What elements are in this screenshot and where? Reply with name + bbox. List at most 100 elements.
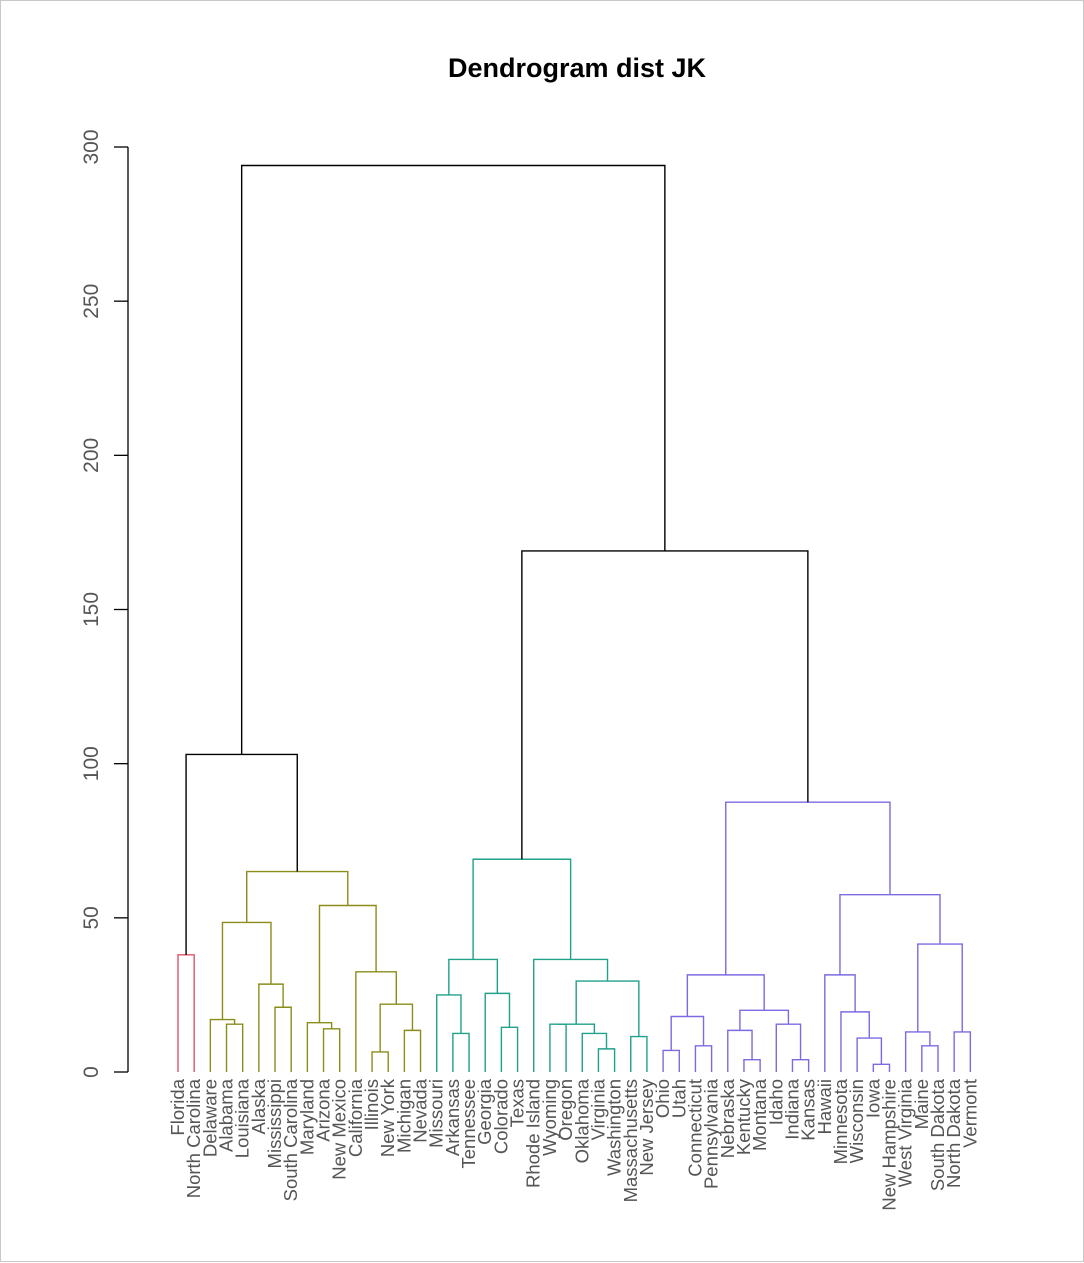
dendrogram-branch: [775, 1023, 802, 1072]
dendrogram-branch: [448, 958, 499, 995]
leaf-label: Wyoming: [539, 1079, 560, 1156]
y-axis: 0 50 100 150 200 250 300: [80, 129, 129, 1078]
y-tick-label: 300: [80, 129, 103, 164]
dendrogram-branch: [694, 1045, 713, 1072]
leaf-label: Nebraska: [717, 1078, 738, 1158]
leaf-label: North Dakota: [943, 1078, 964, 1188]
y-tick-label: 150: [80, 592, 103, 627]
leaf-label: Georgia: [474, 1078, 495, 1145]
dendrogram-branch: [258, 983, 284, 1072]
leaf-label: Pennsylvania: [701, 1078, 722, 1189]
dendrogram-branch: [630, 1035, 648, 1072]
leaf-label: South Carolina: [280, 1078, 301, 1201]
leaf-label: Connecticut: [684, 1079, 705, 1177]
dendrogram-branch: [739, 1009, 790, 1031]
leaf-label: New York: [377, 1078, 398, 1157]
leaf-label: New Mexico: [329, 1079, 350, 1180]
dendrogram-branch: [727, 1029, 753, 1072]
leaf-label: Maine: [911, 1079, 932, 1129]
leaf-label: Texas: [507, 1079, 528, 1127]
leaf-label: Illinois: [361, 1079, 382, 1130]
dendrogram-branch: [306, 1021, 333, 1072]
leaf-label: Montana: [749, 1078, 770, 1151]
leaf-label: Massachusetts: [620, 1079, 641, 1202]
dendrogram-branch: [581, 1032, 608, 1072]
dendrogram-branch: [904, 1031, 931, 1072]
leaf-label: Wisconsin: [846, 1079, 867, 1163]
leaf-label: Delaware: [199, 1079, 220, 1157]
dendrogram-branch: [246, 870, 349, 923]
dendrogram-branch: [575, 980, 640, 1037]
leaf-label: Missouri: [426, 1079, 447, 1148]
dendrogram-branch: [856, 1037, 883, 1072]
leaf-label: Maryland: [296, 1079, 317, 1155]
y-tick-label: 200: [80, 438, 103, 473]
dendrogram-branch: [791, 1058, 810, 1072]
dendrogram-branch: [379, 1003, 414, 1052]
leaf-label: Virginia: [587, 1078, 608, 1140]
leaf-label: Alaska: [248, 1078, 269, 1134]
dendrogram-branch: [921, 1045, 939, 1072]
dendrogram-branch: [225, 1023, 244, 1072]
dendrogram-branch: [500, 1026, 519, 1072]
dendrogram-branch: [840, 1011, 870, 1072]
y-tick-label: 100: [80, 746, 103, 781]
leaf-label: South Dakota: [927, 1078, 948, 1191]
leaf-label: Iowa: [862, 1078, 883, 1118]
y-tick-label: 0: [80, 1066, 103, 1078]
dendrogram-branch: [274, 1006, 292, 1072]
dendrogram-branch: [355, 971, 397, 1072]
dendrogram-branch: [557, 1023, 596, 1034]
leaf-label: Indiana: [781, 1078, 802, 1139]
dendrogram-branch: [484, 992, 511, 1072]
leaf-label: Colorado: [490, 1079, 511, 1154]
leaf-label: Ohio: [652, 1079, 673, 1118]
dendrogram-branch: [662, 1049, 680, 1072]
leaf-label: Utah: [668, 1079, 689, 1118]
dendrogram-branch: [209, 1018, 236, 1072]
dendrogram-branch: [597, 1048, 616, 1072]
leaf-label: Oklahoma: [571, 1078, 592, 1163]
leaf-label: Oregon: [555, 1079, 576, 1141]
leaf-label: Arkansas: [442, 1079, 463, 1156]
dendrogram-branch: [725, 801, 891, 975]
dendrogram-branch: [917, 943, 963, 1032]
leaf-label: Vermont: [959, 1079, 980, 1148]
leaf-label: California: [345, 1078, 366, 1157]
leaf-label: Washington: [604, 1079, 625, 1176]
dendrogram-branches: [177, 164, 972, 1072]
leaf-label: Hawaii: [814, 1079, 835, 1135]
dendrogram-branch: [824, 974, 856, 1072]
leaf-label: Mississippi: [264, 1079, 285, 1168]
dendrogram-branch: [472, 858, 572, 960]
leaf-label: Tennessee: [458, 1079, 479, 1168]
leaf-label: North Carolina: [183, 1078, 204, 1198]
dendrogram-branch: [318, 904, 377, 1023]
dendrogram-branch: [549, 1023, 567, 1072]
y-tick-label: 50: [80, 906, 103, 929]
dendrogram-branch: [452, 1032, 470, 1072]
leaf-label: Arizona: [313, 1078, 334, 1141]
dendrogram-branch: [322, 1028, 341, 1072]
leaf-label: Michigan: [393, 1079, 414, 1153]
dendrogram-branch: [521, 550, 809, 860]
leaf-label: New Hampshire: [878, 1079, 899, 1211]
leaf-label: Florida: [167, 1078, 188, 1135]
dendrogram-branch: [221, 921, 272, 1020]
dendrogram-branch: [953, 1031, 972, 1072]
leaf-label: Rhode Island: [523, 1079, 544, 1188]
dendrogram-branch: [371, 1051, 389, 1072]
leaf-label: Nevada: [410, 1078, 431, 1142]
dendrogram-branch: [436, 994, 462, 1072]
leaf-label: Idaho: [765, 1079, 786, 1125]
y-tick-label: 250: [80, 284, 103, 319]
dendrogram-branch: [839, 894, 941, 975]
leaf-label: West Virginia: [895, 1078, 916, 1187]
leaf-label: New Jersey: [636, 1078, 657, 1175]
leaf-label: Kansas: [798, 1079, 819, 1141]
leaf-label: Alabama: [216, 1078, 237, 1152]
dendrogram-branch: [240, 164, 666, 755]
dendrogram-branch: [403, 1029, 422, 1072]
